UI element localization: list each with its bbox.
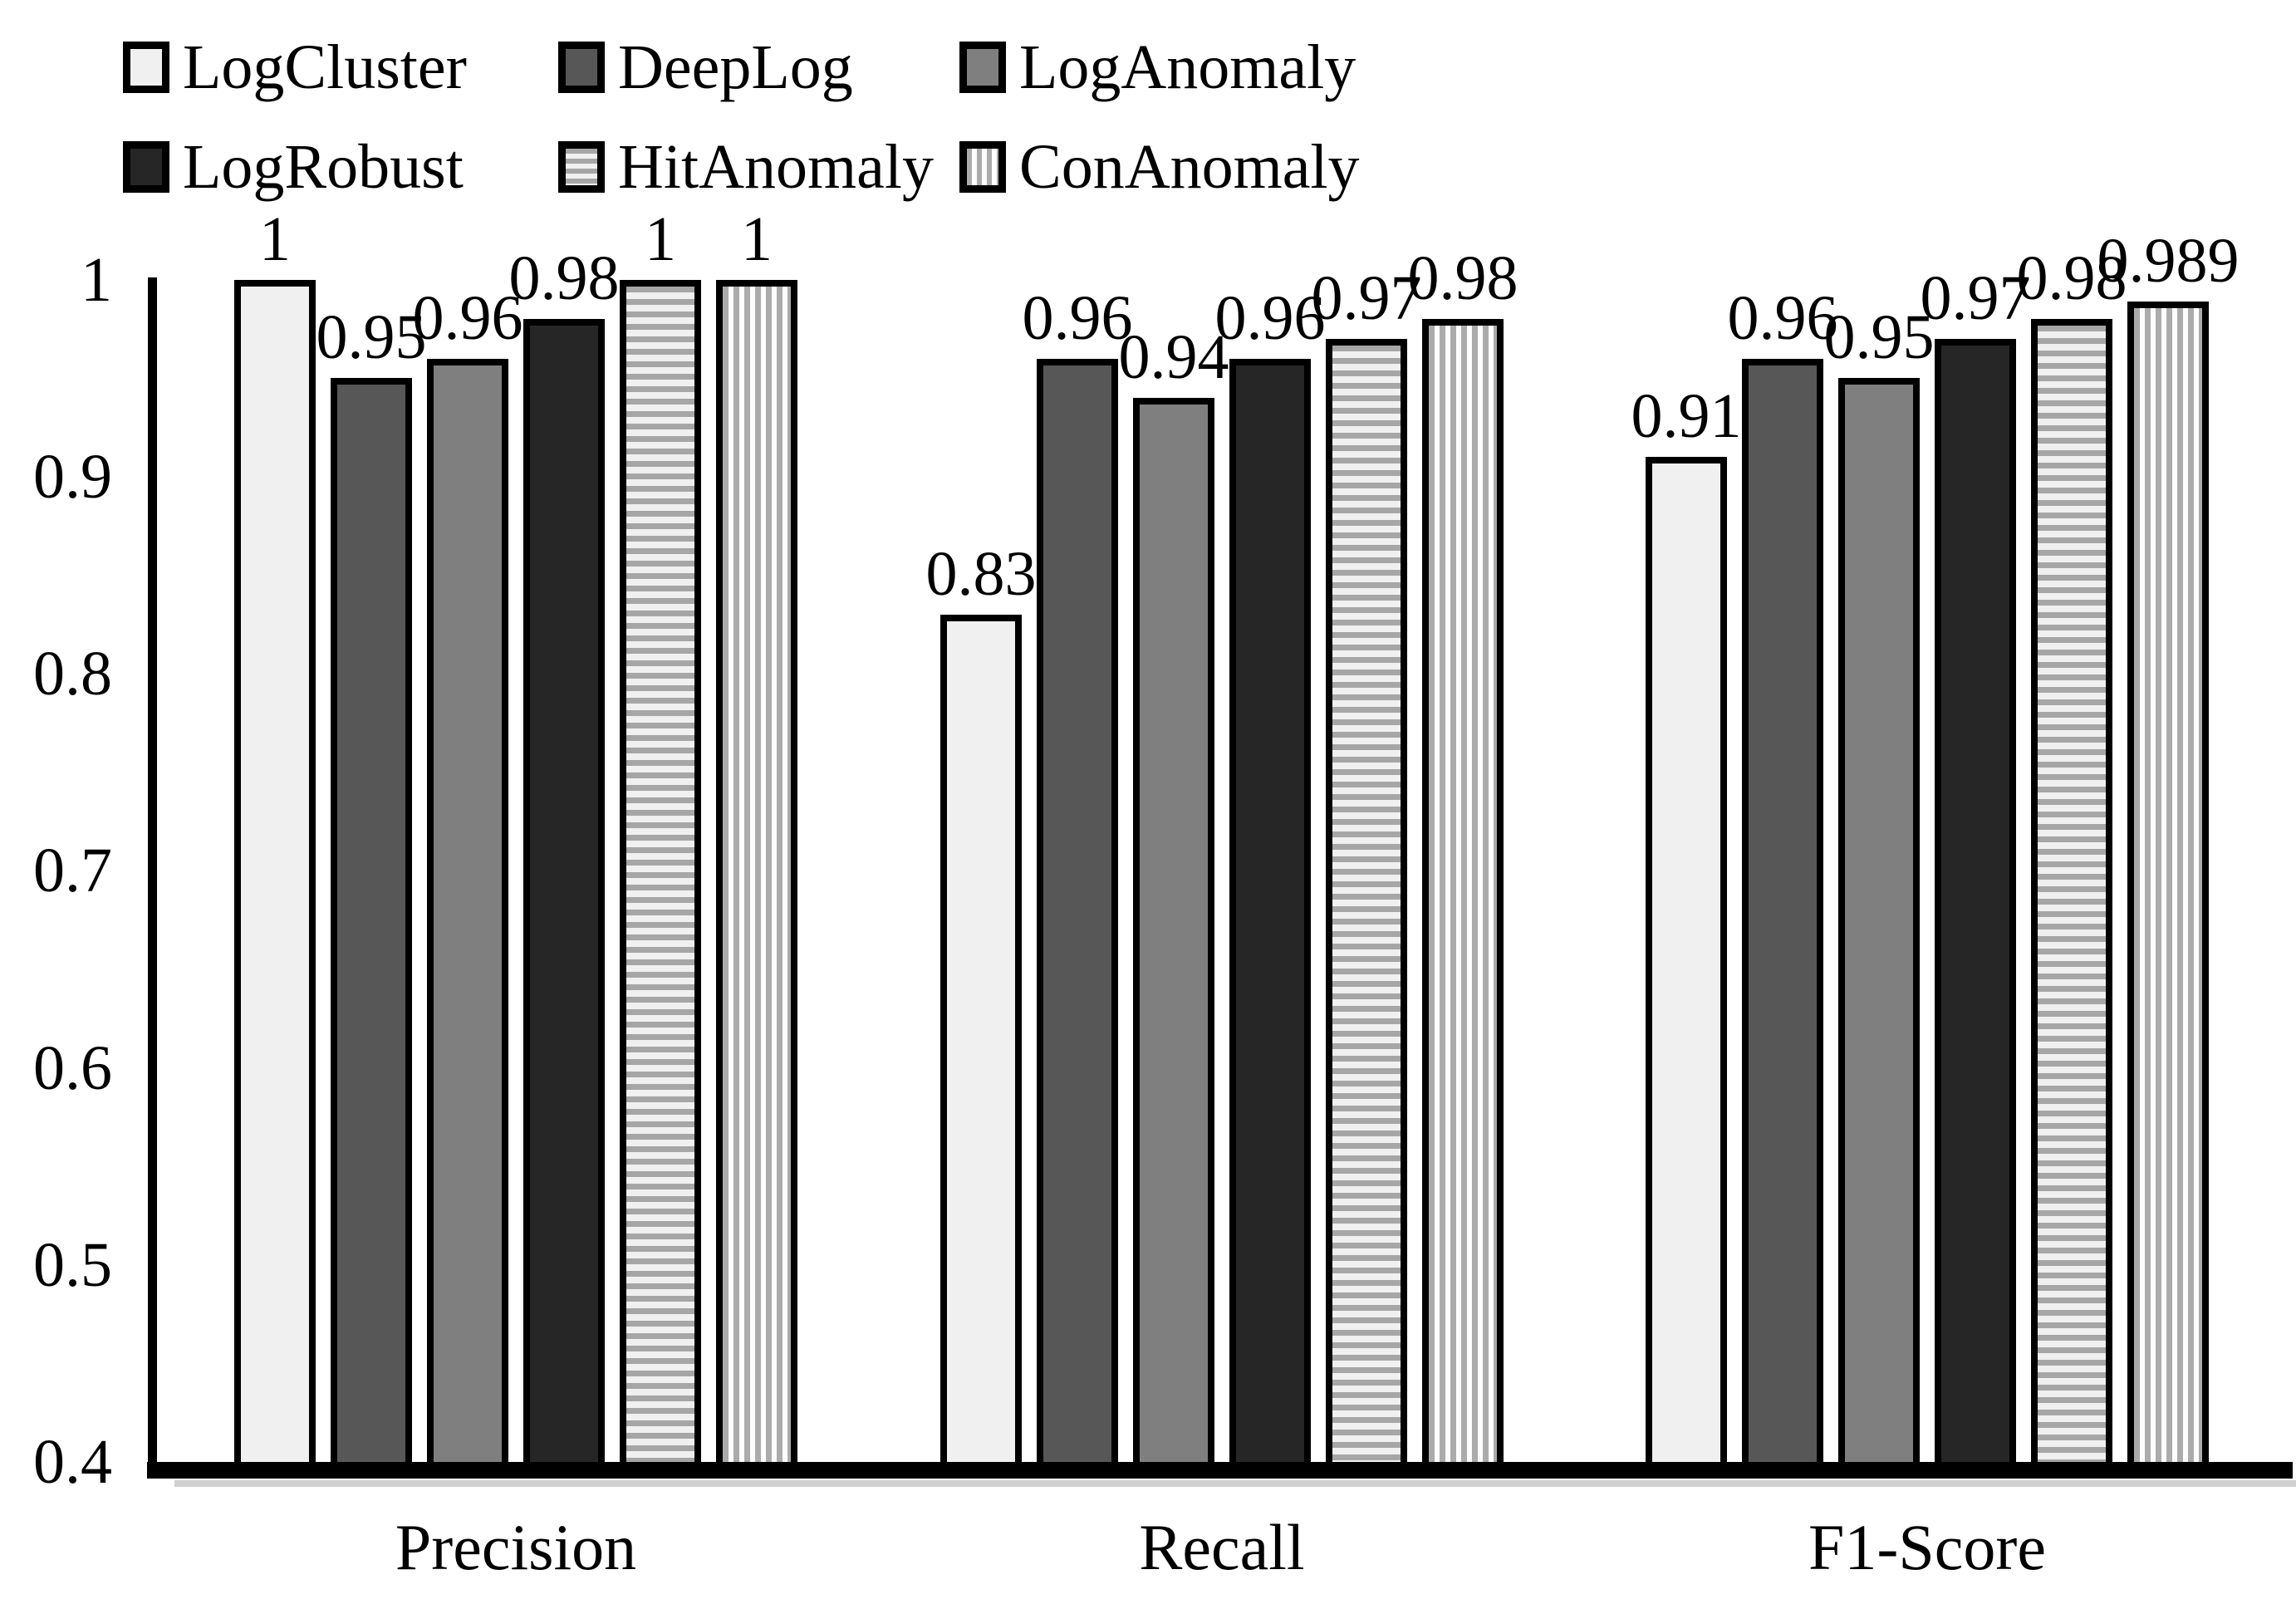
legend-swatch-loganomaly-icon <box>959 42 1006 93</box>
legend-label: DeepLog <box>618 32 853 102</box>
bar-value-label: 1 <box>741 204 773 274</box>
bar-value-label: 0.97 <box>1311 263 1422 333</box>
legend-swatch-logcluster-icon <box>123 42 169 93</box>
bar-logrobust-recall <box>1229 359 1311 1470</box>
bar-conanomaly-precision <box>716 280 797 1470</box>
bar-logcluster-precision <box>234 280 316 1470</box>
bar-value-label: 0.96 <box>1022 283 1133 353</box>
bar-value-label: 0.98 <box>1407 243 1518 313</box>
bar-value-label: 0.97 <box>1920 263 2031 333</box>
bar-logcluster-recall <box>940 615 1022 1470</box>
bar-value-label: 0.91 <box>1631 381 1742 451</box>
bar-deeplog-precision <box>331 378 412 1470</box>
y-tick-label: 0.7 <box>33 836 112 905</box>
x-axis <box>147 1462 2293 1479</box>
bar-loganomaly-precision <box>427 359 508 1470</box>
legend-item-logrobust: LogRobust <box>123 135 464 199</box>
bar-deeplog-f1-score <box>1742 359 1823 1470</box>
y-tick-label: 0.4 <box>33 1427 112 1497</box>
bar-value-label: 1 <box>259 204 291 274</box>
y-tick-label: 0.5 <box>33 1230 112 1300</box>
legend-label: HitAnomaly <box>618 132 934 202</box>
bar-deeplog-recall <box>1037 359 1118 1470</box>
bar-loganomaly-f1-score <box>1838 378 1920 1470</box>
legend-label: ConAnomaly <box>1019 132 1360 202</box>
bar-value-label: 0.96 <box>412 283 523 353</box>
bar-value-label: 0.94 <box>1118 322 1229 392</box>
legend-item-logcluster: LogCluster <box>123 36 467 99</box>
bar-value-label: 0.95 <box>1823 302 1935 372</box>
legend-item-loganomaly: LogAnomaly <box>959 36 1356 99</box>
y-tick-label: 1 <box>81 245 112 315</box>
bar-value-label: 0.96 <box>1727 283 1838 353</box>
bar-logrobust-f1-score <box>1935 339 2016 1470</box>
bar-value-label: 0.989 <box>2097 226 2240 296</box>
x-axis-shadow <box>174 1480 2296 1487</box>
bar-logrobust-precision <box>523 319 605 1470</box>
bar-value-label: 0.95 <box>316 302 427 372</box>
category-label-precision: Precision <box>395 1511 637 1583</box>
y-tick-label: 0.6 <box>33 1033 112 1103</box>
legend-label: LogAnomaly <box>1019 32 1357 102</box>
legend-swatch-deeplog-icon <box>558 42 605 93</box>
y-tick-label: 0.8 <box>33 639 112 709</box>
y-tick-label: 0.9 <box>33 442 112 512</box>
bar-hitanomaly-f1-score <box>2031 319 2112 1470</box>
bar-hitanomaly-precision <box>620 280 701 1470</box>
category-label-f1-score: F1-Score <box>1808 1511 2046 1583</box>
legend-item-hitanomaly: HitAnomaly <box>558 135 934 199</box>
bar-logcluster-f1-score <box>1646 457 1727 1470</box>
legend-item-conanomaly: ConAnomaly <box>959 135 1360 199</box>
category-label-recall: Recall <box>1139 1511 1305 1583</box>
legend-swatch-conanomaly-icon <box>959 141 1006 193</box>
bar-conanomaly-f1-score <box>2127 302 2209 1470</box>
legend-swatch-hitanomaly-icon <box>558 141 605 193</box>
legend-label: LogRobust <box>183 132 464 202</box>
bar-hitanomaly-recall <box>1326 339 1407 1470</box>
bar-value-label: 0.96 <box>1214 283 1326 353</box>
legend-swatch-logrobust-icon <box>123 141 169 193</box>
bar-loganomaly-recall <box>1133 398 1214 1470</box>
legend-label: LogCluster <box>183 32 467 102</box>
bar-value-label: 0.98 <box>2016 243 2127 313</box>
bar-value-label: 0.98 <box>508 243 620 313</box>
bar-value-label: 1 <box>645 204 676 274</box>
bar-conanomaly-recall <box>1422 319 1504 1470</box>
y-axis <box>148 277 157 1479</box>
bar-value-label: 0.83 <box>925 539 1037 609</box>
legend-item-deeplog: DeepLog <box>558 36 853 99</box>
